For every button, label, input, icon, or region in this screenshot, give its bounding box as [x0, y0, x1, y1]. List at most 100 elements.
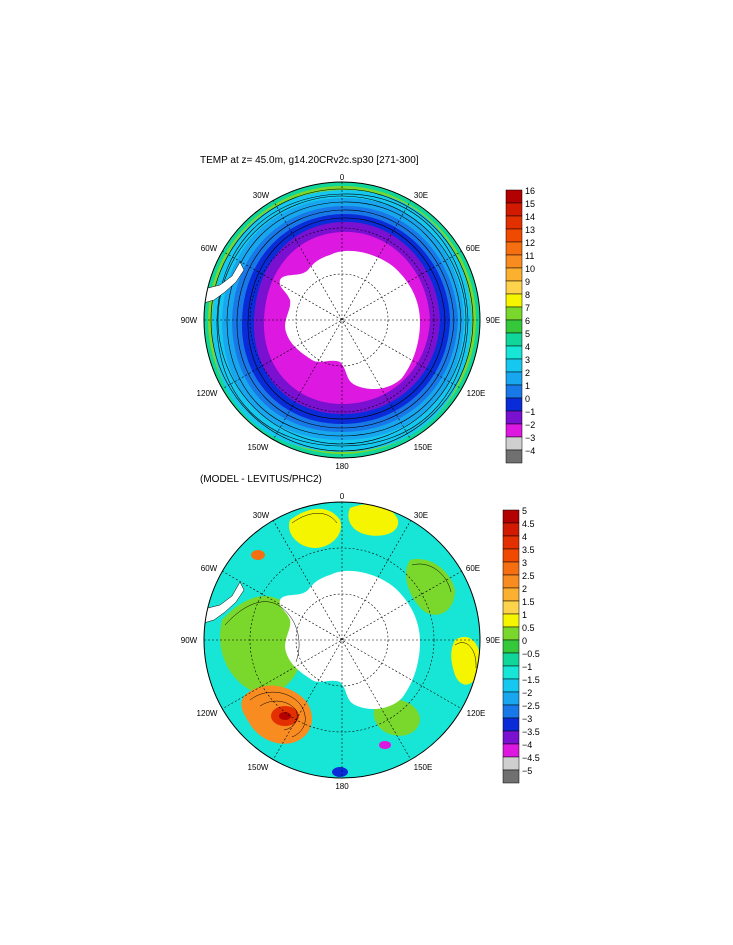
colorbar2-label: 4 — [522, 532, 527, 542]
colorbar2-label: 2 — [522, 584, 527, 594]
colorbar1-swatch — [505, 332, 523, 347]
colorbar1-swatch — [505, 280, 523, 295]
colorbar2-swatch — [502, 626, 520, 641]
colorbar2-swatch — [502, 548, 520, 563]
map2-cold-spot2 — [332, 767, 348, 777]
map1-lon-60w: 60W — [201, 244, 218, 253]
colorbar2-swatch — [502, 639, 520, 654]
colorbar2-swatch — [502, 509, 520, 524]
colorbar1-label: −3 — [525, 433, 535, 443]
colorbar1-swatch — [505, 306, 523, 321]
colorbar1-swatch — [505, 397, 523, 412]
map2-lon-120e: 120E — [467, 709, 486, 718]
colorbar2-swatch — [502, 704, 520, 719]
map1-title: TEMP at z= 45.0m, g14.20CRv2c.sp30 [271-… — [200, 155, 419, 166]
map1-lon-120w: 120W — [197, 389, 218, 398]
colorbar1-label: −2 — [525, 420, 535, 430]
colorbar2-label: 1 — [522, 610, 527, 620]
colorbar1-label: 2 — [525, 368, 530, 378]
map1-south-america — [204, 261, 245, 305]
colorbar1-swatch — [505, 384, 523, 399]
colorbar2-label: 0 — [522, 636, 527, 646]
colorbar1-label: 5 — [525, 329, 530, 339]
map2-patch-west — [220, 596, 304, 694]
map2-lon-150e: 150E — [414, 763, 433, 772]
map2-lon-30w: 30W — [253, 511, 270, 520]
colorbar2-label: −4 — [522, 740, 532, 750]
colorbar2: 5 4.5 4 3.5 3 2.5 2 1.5 1 0.5 0 −0.5 −1 −1.5 −2 −2.5 −3 −… — [502, 506, 540, 784]
colorbar2-label: 1.5 — [522, 597, 535, 607]
map2-border — [203, 501, 481, 779]
colorbar1-swatch — [505, 215, 523, 230]
colorbar1-swatch — [505, 345, 523, 360]
map2-patch-north2 — [348, 504, 399, 536]
colorbar1-label: 15 — [525, 199, 535, 209]
map1-border — [203, 181, 481, 459]
colorbar2-swatch — [502, 678, 520, 693]
map1-lon-180: 180 — [335, 462, 349, 471]
colorbar1-label: −4 — [525, 446, 535, 456]
map1-lon-120e: 120E — [467, 389, 486, 398]
colorbar1-label: 9 — [525, 277, 530, 287]
colorbar1-label: 7 — [525, 303, 530, 313]
map1-graticule — [204, 182, 480, 458]
colorbar1-label: 14 — [525, 212, 535, 222]
colorbar1-label: 11 — [525, 251, 534, 261]
map1-lon-30e: 30E — [414, 191, 428, 200]
colorbar2-label: −4.5 — [522, 753, 540, 763]
colorbar1-swatch — [505, 254, 523, 269]
colorbar2-label: −1.5 — [522, 675, 540, 685]
colorbar1-swatch — [505, 410, 523, 425]
colorbar2-label: −0.5 — [522, 649, 540, 659]
colorbar1-swatch — [505, 371, 523, 386]
map1-lon-150w: 150W — [248, 443, 269, 452]
colorbar1-swatch — [505, 358, 523, 373]
colorbar2-label: 2.5 — [522, 571, 535, 581]
colorbar1-label: 0 — [525, 394, 530, 404]
map1-lon-0: 0 — [340, 173, 345, 182]
colorbar2-swatch — [502, 743, 520, 758]
colorbar2-label: −1 — [522, 662, 532, 672]
map2-cold-spot1 — [379, 741, 391, 749]
colorbar2-swatch — [502, 613, 520, 628]
colorbar1-swatch — [505, 228, 523, 243]
colorbar2-swatch — [502, 535, 520, 550]
map1-lon-60e: 60E — [466, 244, 480, 253]
map1-lon-30w: 30W — [253, 191, 270, 200]
map2-lon-180: 180 — [335, 782, 349, 791]
map2-patch-east1 — [405, 559, 455, 615]
colorbar1-swatch — [505, 319, 523, 334]
colorbar2-swatch — [502, 691, 520, 706]
map2-warm-peak — [279, 712, 291, 720]
colorbar1-label: 1 — [525, 381, 530, 391]
colorbar1-swatch — [505, 449, 523, 464]
map2-patch-north1 — [289, 508, 341, 548]
colorbar2-swatch — [502, 769, 520, 784]
map2-lon-60w: 60W — [201, 564, 218, 573]
map2-lon-150w: 150W — [248, 763, 269, 772]
colorbar1-label: 13 — [525, 225, 535, 235]
colorbar2-swatch — [502, 600, 520, 615]
colorbar2-swatch — [502, 756, 520, 771]
map2-lon-30e: 30E — [414, 511, 428, 520]
colorbar1-swatch — [505, 293, 523, 308]
map2-graticule — [204, 502, 480, 778]
colorbar1-swatch — [505, 423, 523, 438]
colorbar2-label: 4.5 — [522, 519, 535, 529]
map2-south-america — [204, 581, 245, 625]
colorbar1-swatch — [505, 436, 523, 451]
colorbar1-label: 10 — [525, 264, 535, 274]
colorbar1-label: 3 — [525, 355, 530, 365]
map2-title: (MODEL - LEVITUS/PHC2) — [200, 474, 322, 485]
map2-patch-south — [373, 698, 420, 736]
colorbar2-label: −5 — [522, 766, 532, 776]
map1-lon-90w: 90W — [181, 316, 198, 325]
colorbar2-label: −3.5 — [522, 727, 540, 737]
colorbar1-swatch — [505, 241, 523, 256]
colorbar1-swatch — [505, 267, 523, 282]
colorbar1-label: 12 — [525, 238, 535, 248]
map2-warm-spot-atl — [251, 550, 265, 560]
colorbar2-label: −3 — [522, 714, 532, 724]
colorbar1-swatch — [505, 202, 523, 217]
